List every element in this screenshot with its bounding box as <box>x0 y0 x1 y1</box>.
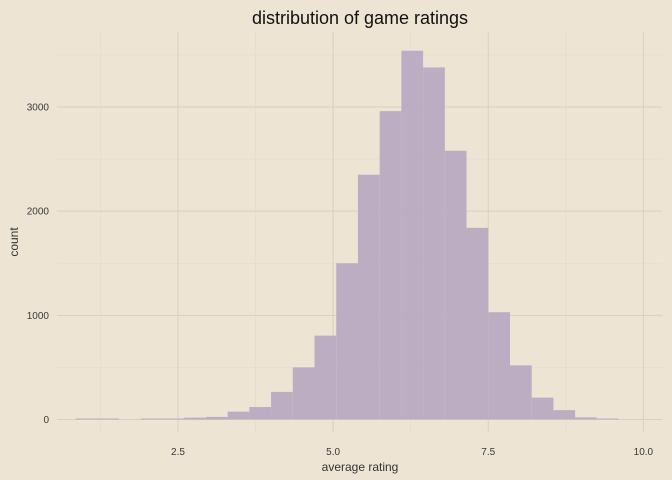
histogram-bar-19 <box>488 312 510 420</box>
histogram-bar-18 <box>466 227 489 420</box>
histogram-bar-4 <box>162 418 185 420</box>
y-axis-label: count <box>7 227 21 257</box>
histogram-bar-20 <box>509 365 532 420</box>
x-tick-label: 2.5 <box>171 447 185 458</box>
y-tick-label: 3000 <box>27 103 50 114</box>
x-axis-ticks: 2.5 5.0 7.5 10.0 <box>171 447 654 458</box>
histogram-bar-21 <box>531 397 554 420</box>
histogram-bar-24 <box>596 418 619 420</box>
histogram-bar-6 <box>205 416 228 420</box>
y-axis-ticks: 0 1000 2000 3000 <box>27 103 50 427</box>
histogram-bar-0 <box>75 418 98 420</box>
histogram-bar-8 <box>249 407 272 420</box>
x-tick-label: 7.5 <box>481 447 495 458</box>
histogram-bar-1 <box>97 418 120 420</box>
histogram-bar-11 <box>314 335 337 420</box>
histogram-bar-16 <box>423 67 445 420</box>
histogram-bar-3 <box>140 418 163 420</box>
chart-title: distribution of game ratings <box>252 8 468 28</box>
histogram-bar-9 <box>271 391 293 420</box>
histogram-bar-5 <box>184 417 206 420</box>
x-tick-label: 10.0 <box>634 447 654 458</box>
histogram-bar-7 <box>227 411 250 420</box>
histogram-bar-15 <box>401 50 424 420</box>
y-tick-label: 1000 <box>27 311 50 322</box>
histogram-bar-17 <box>444 150 467 420</box>
histogram-bar-13 <box>357 174 380 420</box>
y-tick-label: 0 <box>43 415 49 426</box>
histogram-bar-23 <box>575 417 597 420</box>
histogram-bar-12 <box>336 263 358 420</box>
x-axis-label: average rating <box>322 460 399 474</box>
histogram-bar-22 <box>553 410 576 420</box>
y-tick-label: 2000 <box>27 207 50 218</box>
x-tick-label: 5.0 <box>326 447 340 458</box>
histogram-bars <box>75 50 619 420</box>
histogram-bar-10 <box>292 367 315 420</box>
histogram-bar-14 <box>379 111 402 420</box>
